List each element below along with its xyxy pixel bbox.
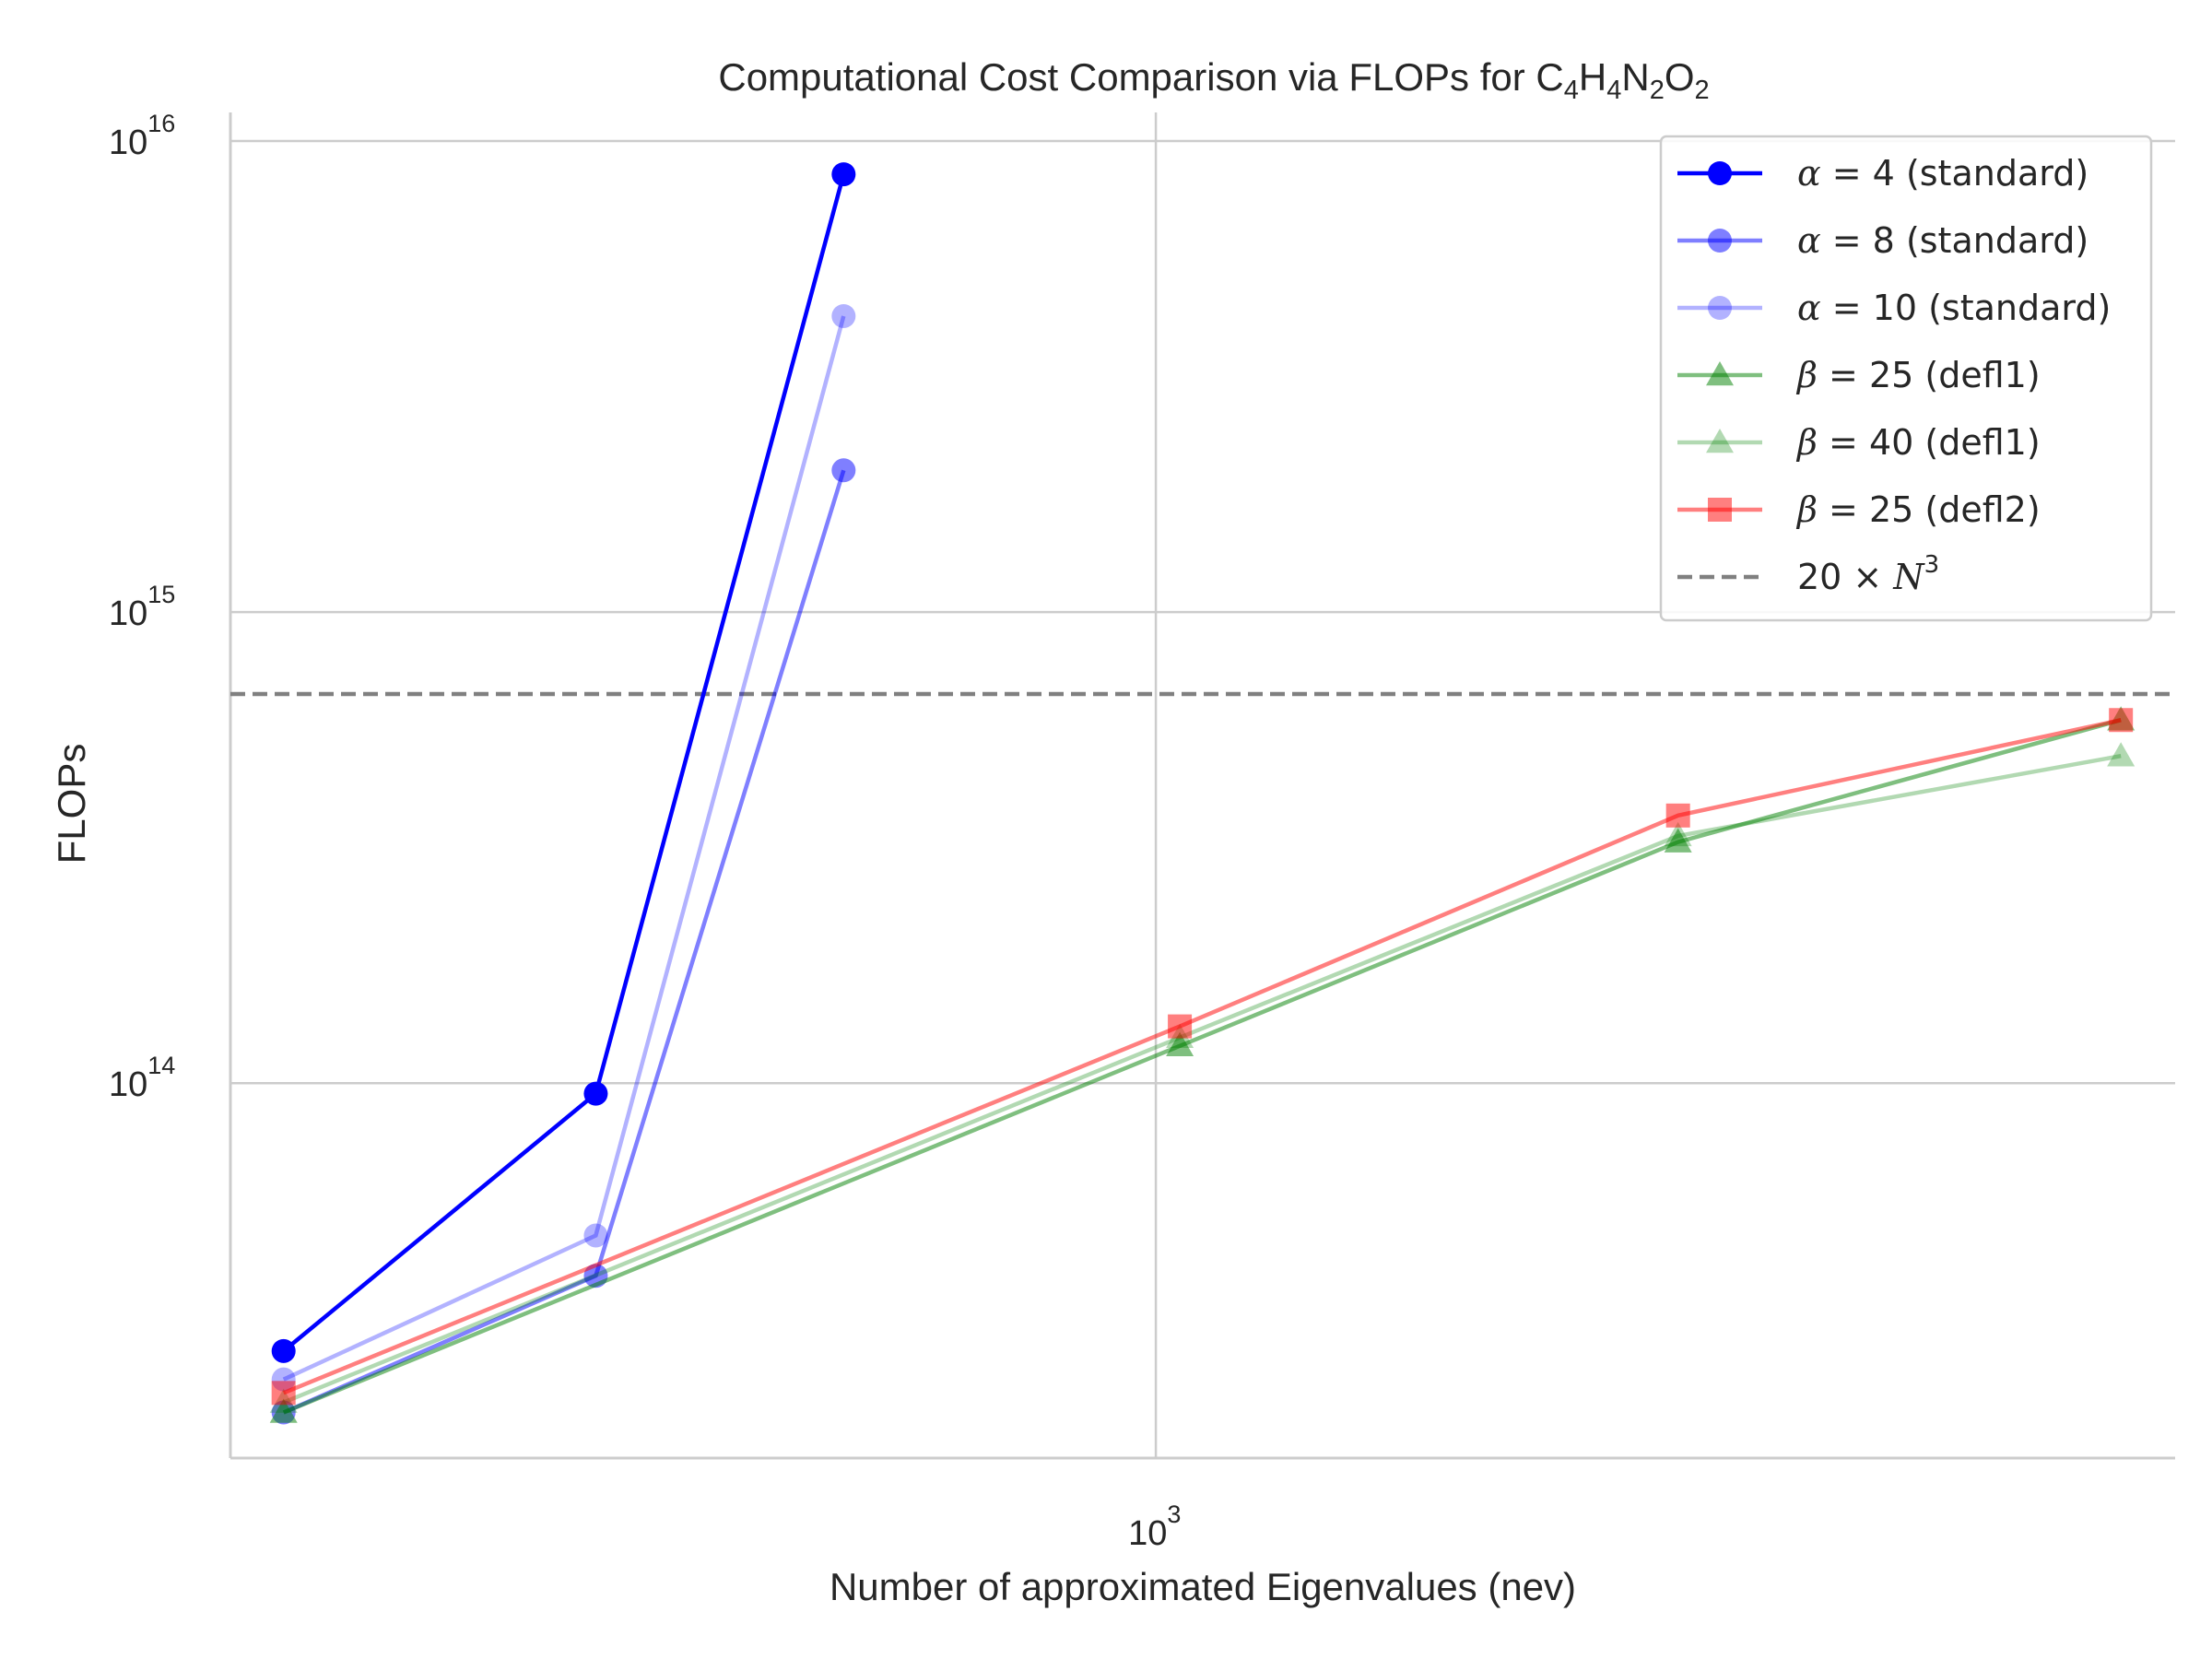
y-tick-label: 1015 [109, 581, 175, 633]
legend-entry-2: α = 10 (standard) [1677, 288, 2111, 328]
series-line [282, 173, 846, 1353]
text-layer: Computational Cost Comparison via FLOPs … [50, 55, 1710, 1608]
data-point [831, 458, 856, 483]
data-point [1665, 803, 1690, 828]
series-line [282, 718, 2122, 1395]
data-point [1166, 1031, 1194, 1057]
legend-entry-3: β = 25 (defl1) [1677, 355, 2041, 395]
legend: α = 4 (standard) α = 8 (standard) α = 10 (… [1659, 135, 2153, 622]
y-axis-label: FLOPs [50, 744, 93, 865]
data-point [1708, 296, 1732, 320]
legend-box [1659, 135, 2153, 622]
data-point [1664, 828, 1692, 853]
legend-entry-reference: 20 × N3 [1677, 551, 1939, 597]
data-point [1708, 229, 1732, 253]
series-layer [269, 162, 2136, 1425]
legend-label: α = 8 (standard) [1797, 220, 2088, 261]
data-point [1168, 1014, 1193, 1039]
data-point [271, 1381, 296, 1406]
legend-entry-0: α = 4 (standard) [1677, 153, 2088, 194]
series-4 [269, 742, 2136, 1413]
legend-entry-4: β = 40 (defl1) [1677, 422, 2041, 463]
legend-entry-5: β = 25 (defl2) [1677, 489, 2041, 530]
series-2 [271, 303, 856, 1392]
series-line [282, 718, 2122, 1415]
legend-label: β = 40 (defl1) [1795, 422, 2041, 463]
data-point [1708, 498, 1732, 522]
data-point [583, 1223, 608, 1248]
y-tick-label: 1014 [109, 1052, 175, 1104]
x-tick-label: 103 [1128, 1500, 1181, 1553]
data-point [271, 1338, 296, 1363]
legend-label: β = 25 (defl1) [1795, 355, 2041, 395]
data-point [1706, 361, 1734, 386]
legend-label: 20 × N3 [1797, 551, 1939, 597]
data-point [831, 162, 856, 187]
axes [229, 112, 2175, 1460]
data-point [1708, 161, 1732, 185]
legend-label: α = 10 (standard) [1797, 288, 2111, 328]
data-point [831, 303, 856, 328]
data-point [1664, 821, 1692, 847]
y-tick-label: 1016 [109, 110, 175, 162]
data-point [583, 1081, 608, 1106]
series-3 [269, 706, 2136, 1423]
data-point [269, 1398, 298, 1423]
x-axis-label: Number of approximated Eigenvalues (nev) [830, 1565, 1576, 1608]
series-line [282, 753, 2122, 1405]
legend-label: α = 4 (standard) [1797, 153, 2088, 194]
chart-title: Computational Cost Comparison via FLOPs … [718, 55, 1709, 105]
series-5 [271, 708, 2134, 1406]
series-0 [271, 162, 856, 1363]
data-point [2107, 742, 2136, 767]
data-point [1706, 429, 1734, 453]
series-line [282, 315, 846, 1382]
legend-label: β = 25 (defl2) [1795, 489, 2041, 530]
data-point [2109, 708, 2134, 733]
legend-entry-1: α = 8 (standard) [1677, 220, 2088, 261]
